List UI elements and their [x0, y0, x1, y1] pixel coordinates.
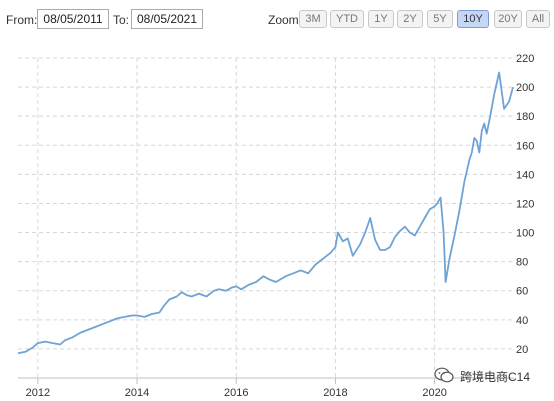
y-tick-label: 100	[516, 228, 534, 240]
x-tick-label: 2018	[323, 387, 347, 399]
zoom-label: Zoom:	[268, 13, 303, 27]
series-line	[17, 71, 514, 355]
toolbar: From: To: Zoom: 3M YTD 1Y 2Y 5Y 10Y 20Y …	[0, 0, 554, 34]
y-tick-label: 20	[516, 344, 528, 356]
x-tick-label: 2012	[26, 387, 50, 399]
zoom-2y-button[interactable]: 2Y	[397, 10, 423, 28]
zoom-1y-button[interactable]: 1Y	[368, 10, 394, 28]
y-tick-label: 40	[516, 315, 528, 327]
y-tick-label: 80	[516, 257, 528, 269]
from-label: From:	[6, 13, 38, 27]
zoom-3m-button[interactable]: 3M	[299, 10, 327, 28]
to-date-input[interactable]	[131, 9, 203, 29]
zoom-ytd-button[interactable]: YTD	[330, 10, 364, 28]
zoom-20y-button[interactable]: 20Y	[494, 10, 522, 28]
chart-grid	[18, 57, 514, 378]
to-label: To:	[113, 13, 130, 27]
y-tick-label: 120	[516, 198, 534, 210]
x-axis-ticks: 2012 2014 2016 2018 2020	[26, 378, 447, 399]
watermark-text: 跨境电商C14	[460, 370, 531, 384]
y-tick-label: 220	[516, 53, 534, 65]
x-tick-label: 2014	[125, 387, 149, 399]
y-axis-ticks: 20 40 60 80 100 120 140 160 180 200 220	[516, 53, 534, 356]
series-group	[17, 71, 514, 355]
zoom-5y-button[interactable]: 5Y	[427, 10, 453, 28]
zoom-10y-button[interactable]: 10Y	[457, 10, 489, 28]
from-date-input[interactable]	[37, 9, 109, 29]
zoom-all-button[interactable]: All	[526, 10, 550, 28]
y-tick-label: 60	[516, 286, 528, 298]
x-tick-label: 2016	[224, 387, 248, 399]
y-tick-label: 140	[516, 169, 534, 181]
y-tick-label: 180	[516, 111, 534, 123]
y-tick-label: 160	[516, 140, 534, 152]
y-tick-label: 200	[516, 82, 534, 94]
x-tick-label: 2020	[422, 387, 446, 399]
wechat-icon	[434, 367, 454, 383]
